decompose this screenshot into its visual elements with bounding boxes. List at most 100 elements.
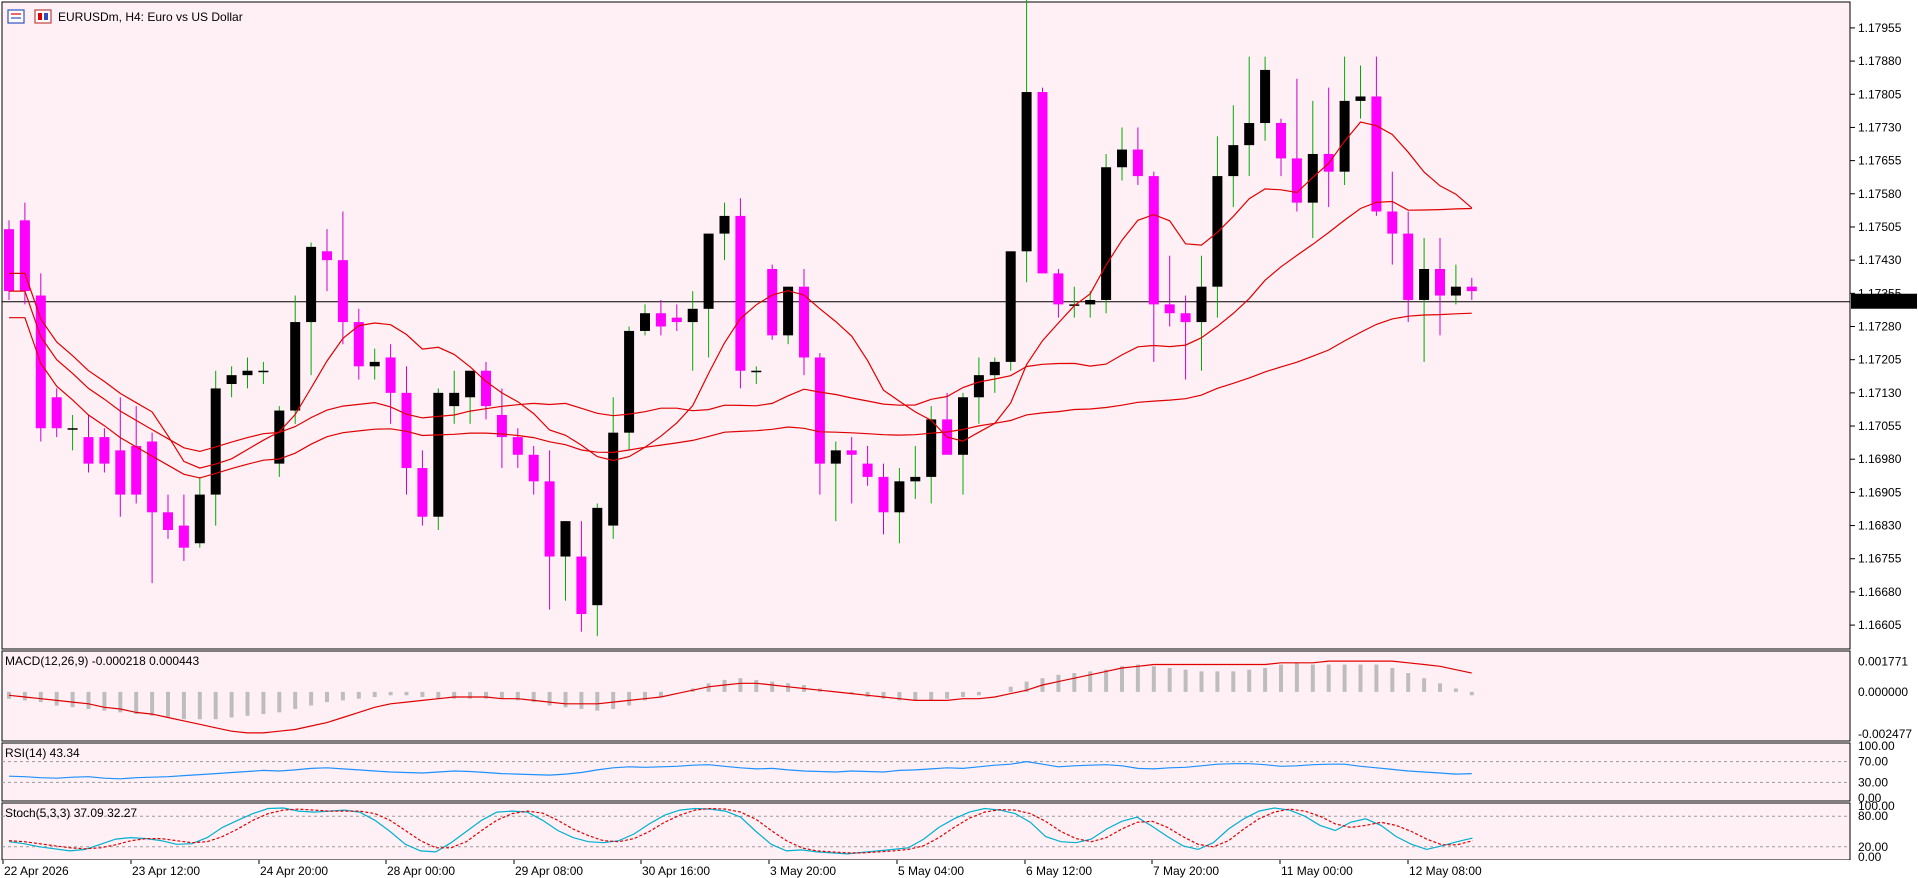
price-label: 1.17055 xyxy=(1858,419,1902,433)
candle-body xyxy=(163,512,173,530)
candle-body xyxy=(83,437,94,464)
candle-body xyxy=(19,220,30,292)
candle-body xyxy=(655,313,666,327)
candle-body xyxy=(528,454,539,482)
macd-signal-line xyxy=(8,660,1472,734)
price-label: 1.16905 xyxy=(1858,485,1902,499)
main-price-panel[interactable] xyxy=(1,1,1851,650)
candle-body xyxy=(369,361,380,367)
rsi-series-group xyxy=(2,760,1850,783)
candle-body xyxy=(592,507,603,606)
symbol-title: EURUSDm, H4: Euro vs US Dollar xyxy=(58,10,243,24)
candle-body xyxy=(481,370,491,407)
axis-labels-group: 1.17955 1.17880 1.17805 1.17730 1.17655 1.175… xyxy=(2,21,1917,878)
current-price-label: 1.17336 xyxy=(1856,295,1900,309)
candle-body xyxy=(274,410,285,464)
candle-body xyxy=(640,313,650,331)
candle-body xyxy=(1276,123,1286,159)
candle-body xyxy=(958,397,968,455)
price-label: 1.16830 xyxy=(1858,519,1902,533)
candle-body xyxy=(1371,96,1382,212)
candle-body xyxy=(1355,96,1366,101)
candle-body xyxy=(99,437,110,464)
price-series-group xyxy=(2,0,1850,637)
time-label: 28 Apr 00:00 xyxy=(387,864,455,878)
candle-body xyxy=(624,330,635,433)
candle-body xyxy=(608,432,619,526)
stoch-axis-label: 20.00 xyxy=(1858,840,1888,854)
ma-medium-line xyxy=(9,200,1472,453)
rsi-title: RSI(14) 43.34 xyxy=(5,746,80,760)
price-label: 1.16980 xyxy=(1858,452,1902,466)
candle-body xyxy=(1005,251,1016,362)
candle-body xyxy=(353,322,364,367)
candle-body xyxy=(1307,153,1318,203)
candle-body xyxy=(1148,176,1159,305)
candle-body xyxy=(814,357,825,464)
candle-body xyxy=(433,392,444,517)
candle-body xyxy=(67,428,78,430)
candle-body xyxy=(894,481,905,513)
price-label: 1.17955 xyxy=(1858,21,1902,35)
candle-body xyxy=(1164,304,1175,314)
candle-body xyxy=(1085,299,1096,305)
candle-body xyxy=(862,463,873,477)
stoch-axis-label: 0.00 xyxy=(1858,850,1882,864)
macd-title: MACD(12,26,9) -0.000218 0.000443 xyxy=(5,654,199,668)
candle-body xyxy=(735,215,746,371)
candle-body xyxy=(306,246,317,323)
price-label: 1.17430 xyxy=(1858,253,1902,267)
price-label: 1.17505 xyxy=(1858,220,1902,234)
price-label: 1.17655 xyxy=(1858,154,1902,168)
candle-body xyxy=(973,375,984,398)
macd-axis-label: 0.000000 xyxy=(1858,685,1908,699)
candle-body xyxy=(1387,211,1398,234)
candle-body xyxy=(337,260,348,323)
candle-body xyxy=(799,286,809,358)
price-label: 1.17580 xyxy=(1858,187,1902,201)
candle-body xyxy=(194,494,205,544)
candle-body xyxy=(401,392,412,469)
candle-body xyxy=(1419,268,1430,300)
ma-slow-line xyxy=(9,312,1472,479)
stoch-axis-label: 100.00 xyxy=(1858,799,1895,813)
candle-body xyxy=(1053,273,1064,305)
candle-body xyxy=(322,251,332,261)
candle-body xyxy=(178,525,189,548)
candle-body xyxy=(1021,92,1032,252)
candle-body xyxy=(910,476,921,482)
price-label: 1.17880 xyxy=(1858,54,1902,68)
price-label: 1.17205 xyxy=(1858,353,1902,367)
candle-body xyxy=(989,361,1000,376)
candle-body xyxy=(1339,100,1350,172)
rsi-axis-label: 0.00 xyxy=(1858,791,1882,805)
time-label: 6 May 12:00 xyxy=(1026,864,1092,878)
candle-body xyxy=(449,392,460,407)
candle-body xyxy=(417,468,428,517)
candle-body xyxy=(878,476,889,513)
candle-body xyxy=(496,414,507,438)
stoch-main-line xyxy=(8,807,1473,855)
candle-body xyxy=(51,397,62,429)
current-price-box xyxy=(1851,293,1917,309)
candle-body xyxy=(846,450,857,455)
candle-body xyxy=(290,322,301,411)
time-label: 11 May 00:00 xyxy=(1281,864,1353,878)
time-axis-area xyxy=(0,860,1918,878)
candle-body xyxy=(1132,149,1143,177)
chart-window-icon xyxy=(7,9,25,24)
rsi-panel[interactable] xyxy=(1,742,1851,802)
time-label: 3 May 20:00 xyxy=(770,864,836,878)
candle-body xyxy=(1228,145,1239,177)
candle-body xyxy=(1403,233,1414,300)
stoch-panel[interactable] xyxy=(1,802,1851,861)
candle-body xyxy=(671,317,682,323)
candle-body xyxy=(1244,123,1255,146)
time-label: 12 May 08:00 xyxy=(1409,864,1482,878)
time-label: 5 May 04:00 xyxy=(898,864,964,878)
candle-body xyxy=(242,370,253,376)
candle-body xyxy=(465,370,476,398)
price-label: 1.16605 xyxy=(1858,618,1902,632)
macd-axis-label: 0.001771 xyxy=(1858,655,1908,669)
